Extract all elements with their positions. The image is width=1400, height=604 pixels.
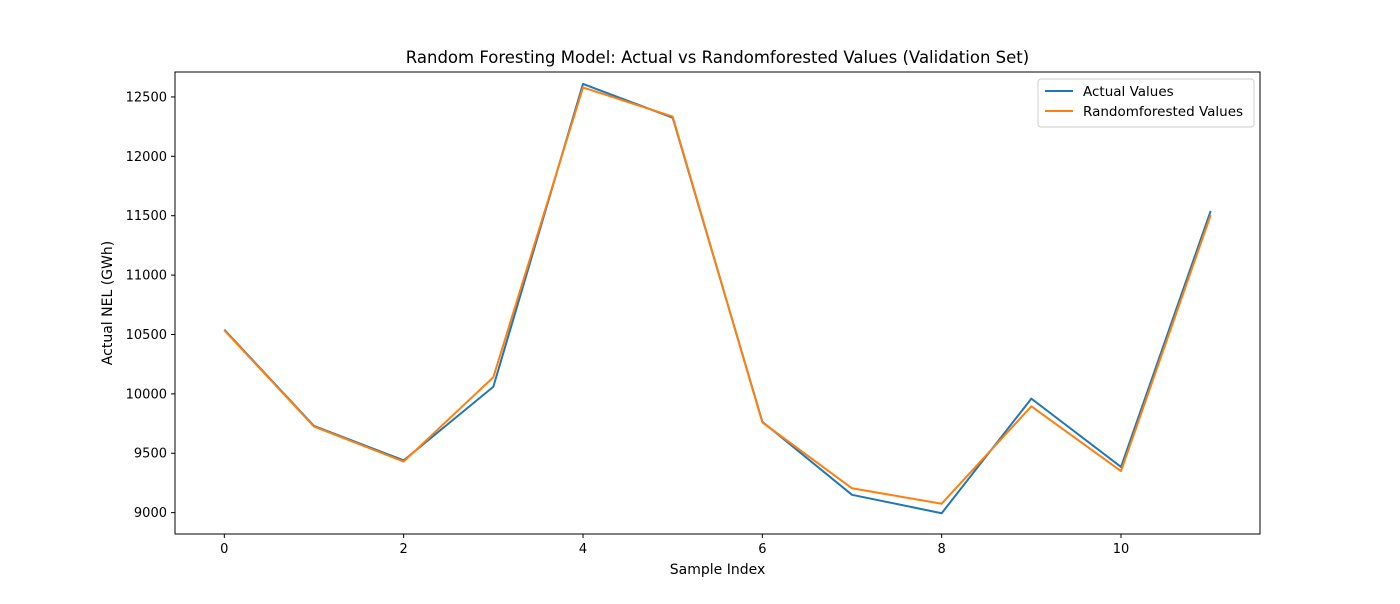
- y-tick-label: 9500: [134, 447, 167, 462]
- x-tick-label: 4: [579, 542, 587, 557]
- x-axis-ticks: 0 2 4 6 8 10: [220, 534, 1129, 557]
- y-tick-label: 11000: [126, 269, 167, 284]
- series-layer: [223, 82, 1212, 515]
- y-axis-label: Actual NEL (GWh): [100, 241, 116, 365]
- y-axis-ticks: 9000 9500 10000 10500 11000 11500 12000 12500: [126, 90, 175, 521]
- y-tick-label: 11500: [126, 209, 167, 224]
- series-line-1: [223, 86, 1212, 505]
- legend: Actual Values Randomforested Values: [1037, 78, 1255, 128]
- chart-title: Random Foresting Model: Actual vs Random…: [406, 48, 1029, 67]
- y-tick-label: 12000: [126, 150, 167, 165]
- y-tick-label: 12500: [126, 90, 167, 105]
- x-tick-label: 2: [400, 542, 408, 557]
- y-tick-label: 10500: [126, 328, 167, 343]
- y-tick-label: 9000: [134, 506, 167, 521]
- legend-box: [1037, 78, 1255, 128]
- legend-label-randomforested: Randomforested Values: [1083, 104, 1243, 120]
- x-tick-label: 0: [220, 542, 228, 557]
- x-tick-label: 10: [1113, 542, 1130, 557]
- x-axis-label: Sample Index: [670, 562, 765, 578]
- y-tick-label: 10000: [126, 387, 167, 402]
- legend-label-actual: Actual Values: [1083, 84, 1174, 100]
- x-tick-label: 8: [938, 542, 946, 557]
- plot-area-frame: [174, 71, 1261, 535]
- x-tick-label: 6: [758, 542, 766, 557]
